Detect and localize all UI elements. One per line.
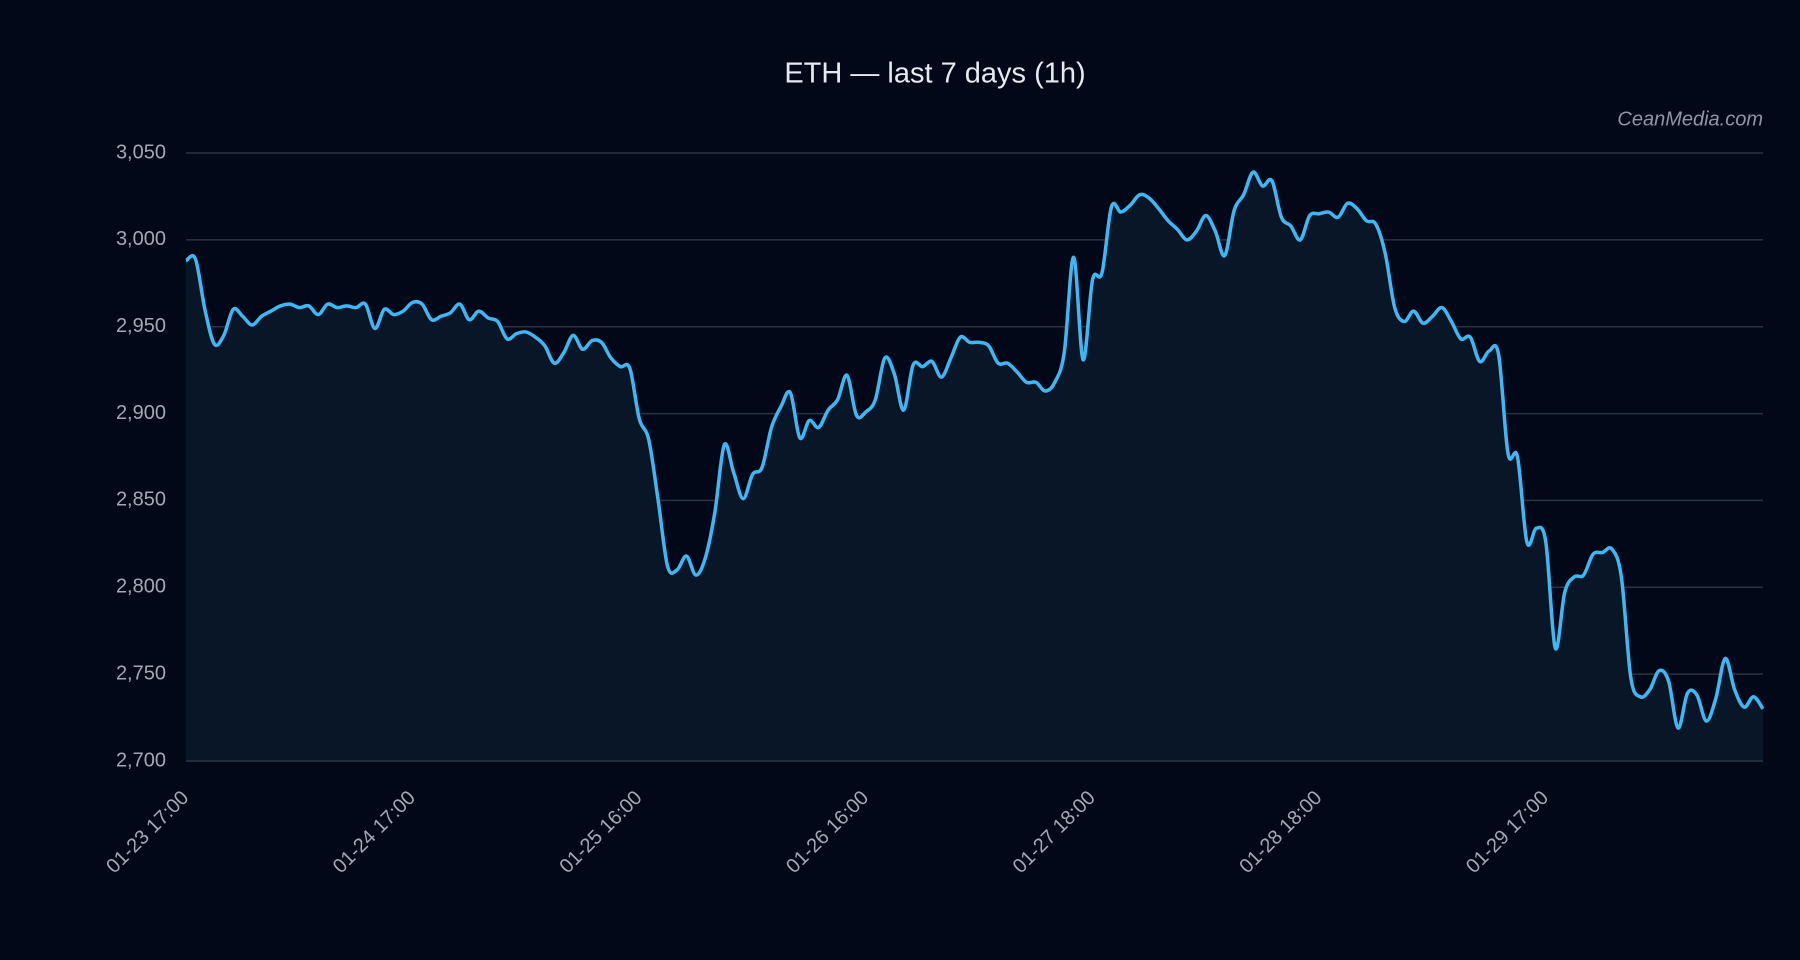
y-tick-label: 2,950 (116, 315, 166, 337)
x-tick-label: 01-26 16:00 (782, 787, 873, 878)
x-tick-label: 01-24 17:00 (329, 787, 420, 878)
x-tick-label: 01-27 18:00 (1009, 787, 1100, 878)
x-tick-label: 01-23 17:00 (102, 787, 193, 878)
y-tick-label: 3,050 (116, 141, 166, 163)
chart-title: ETH — last 7 days (1h) (784, 58, 1085, 90)
y-tick-label: 2,850 (116, 489, 166, 511)
y-tick-label: 3,000 (116, 228, 166, 250)
x-tick-label: 01-29 17:00 (1462, 787, 1553, 878)
y-tick-label: 2,900 (116, 402, 166, 424)
watermark: CeanMedia.com (1617, 108, 1763, 130)
x-tick-label: 01-25 16:00 (555, 787, 646, 878)
x-tick-label: 01-28 18:00 (1235, 787, 1326, 878)
y-tick-label: 2,750 (116, 662, 166, 684)
price-line (185, 170, 1765, 730)
y-tick-label: 2,800 (116, 576, 166, 598)
y-tick-label: 2,700 (116, 749, 166, 771)
area-fill (186, 172, 1763, 761)
